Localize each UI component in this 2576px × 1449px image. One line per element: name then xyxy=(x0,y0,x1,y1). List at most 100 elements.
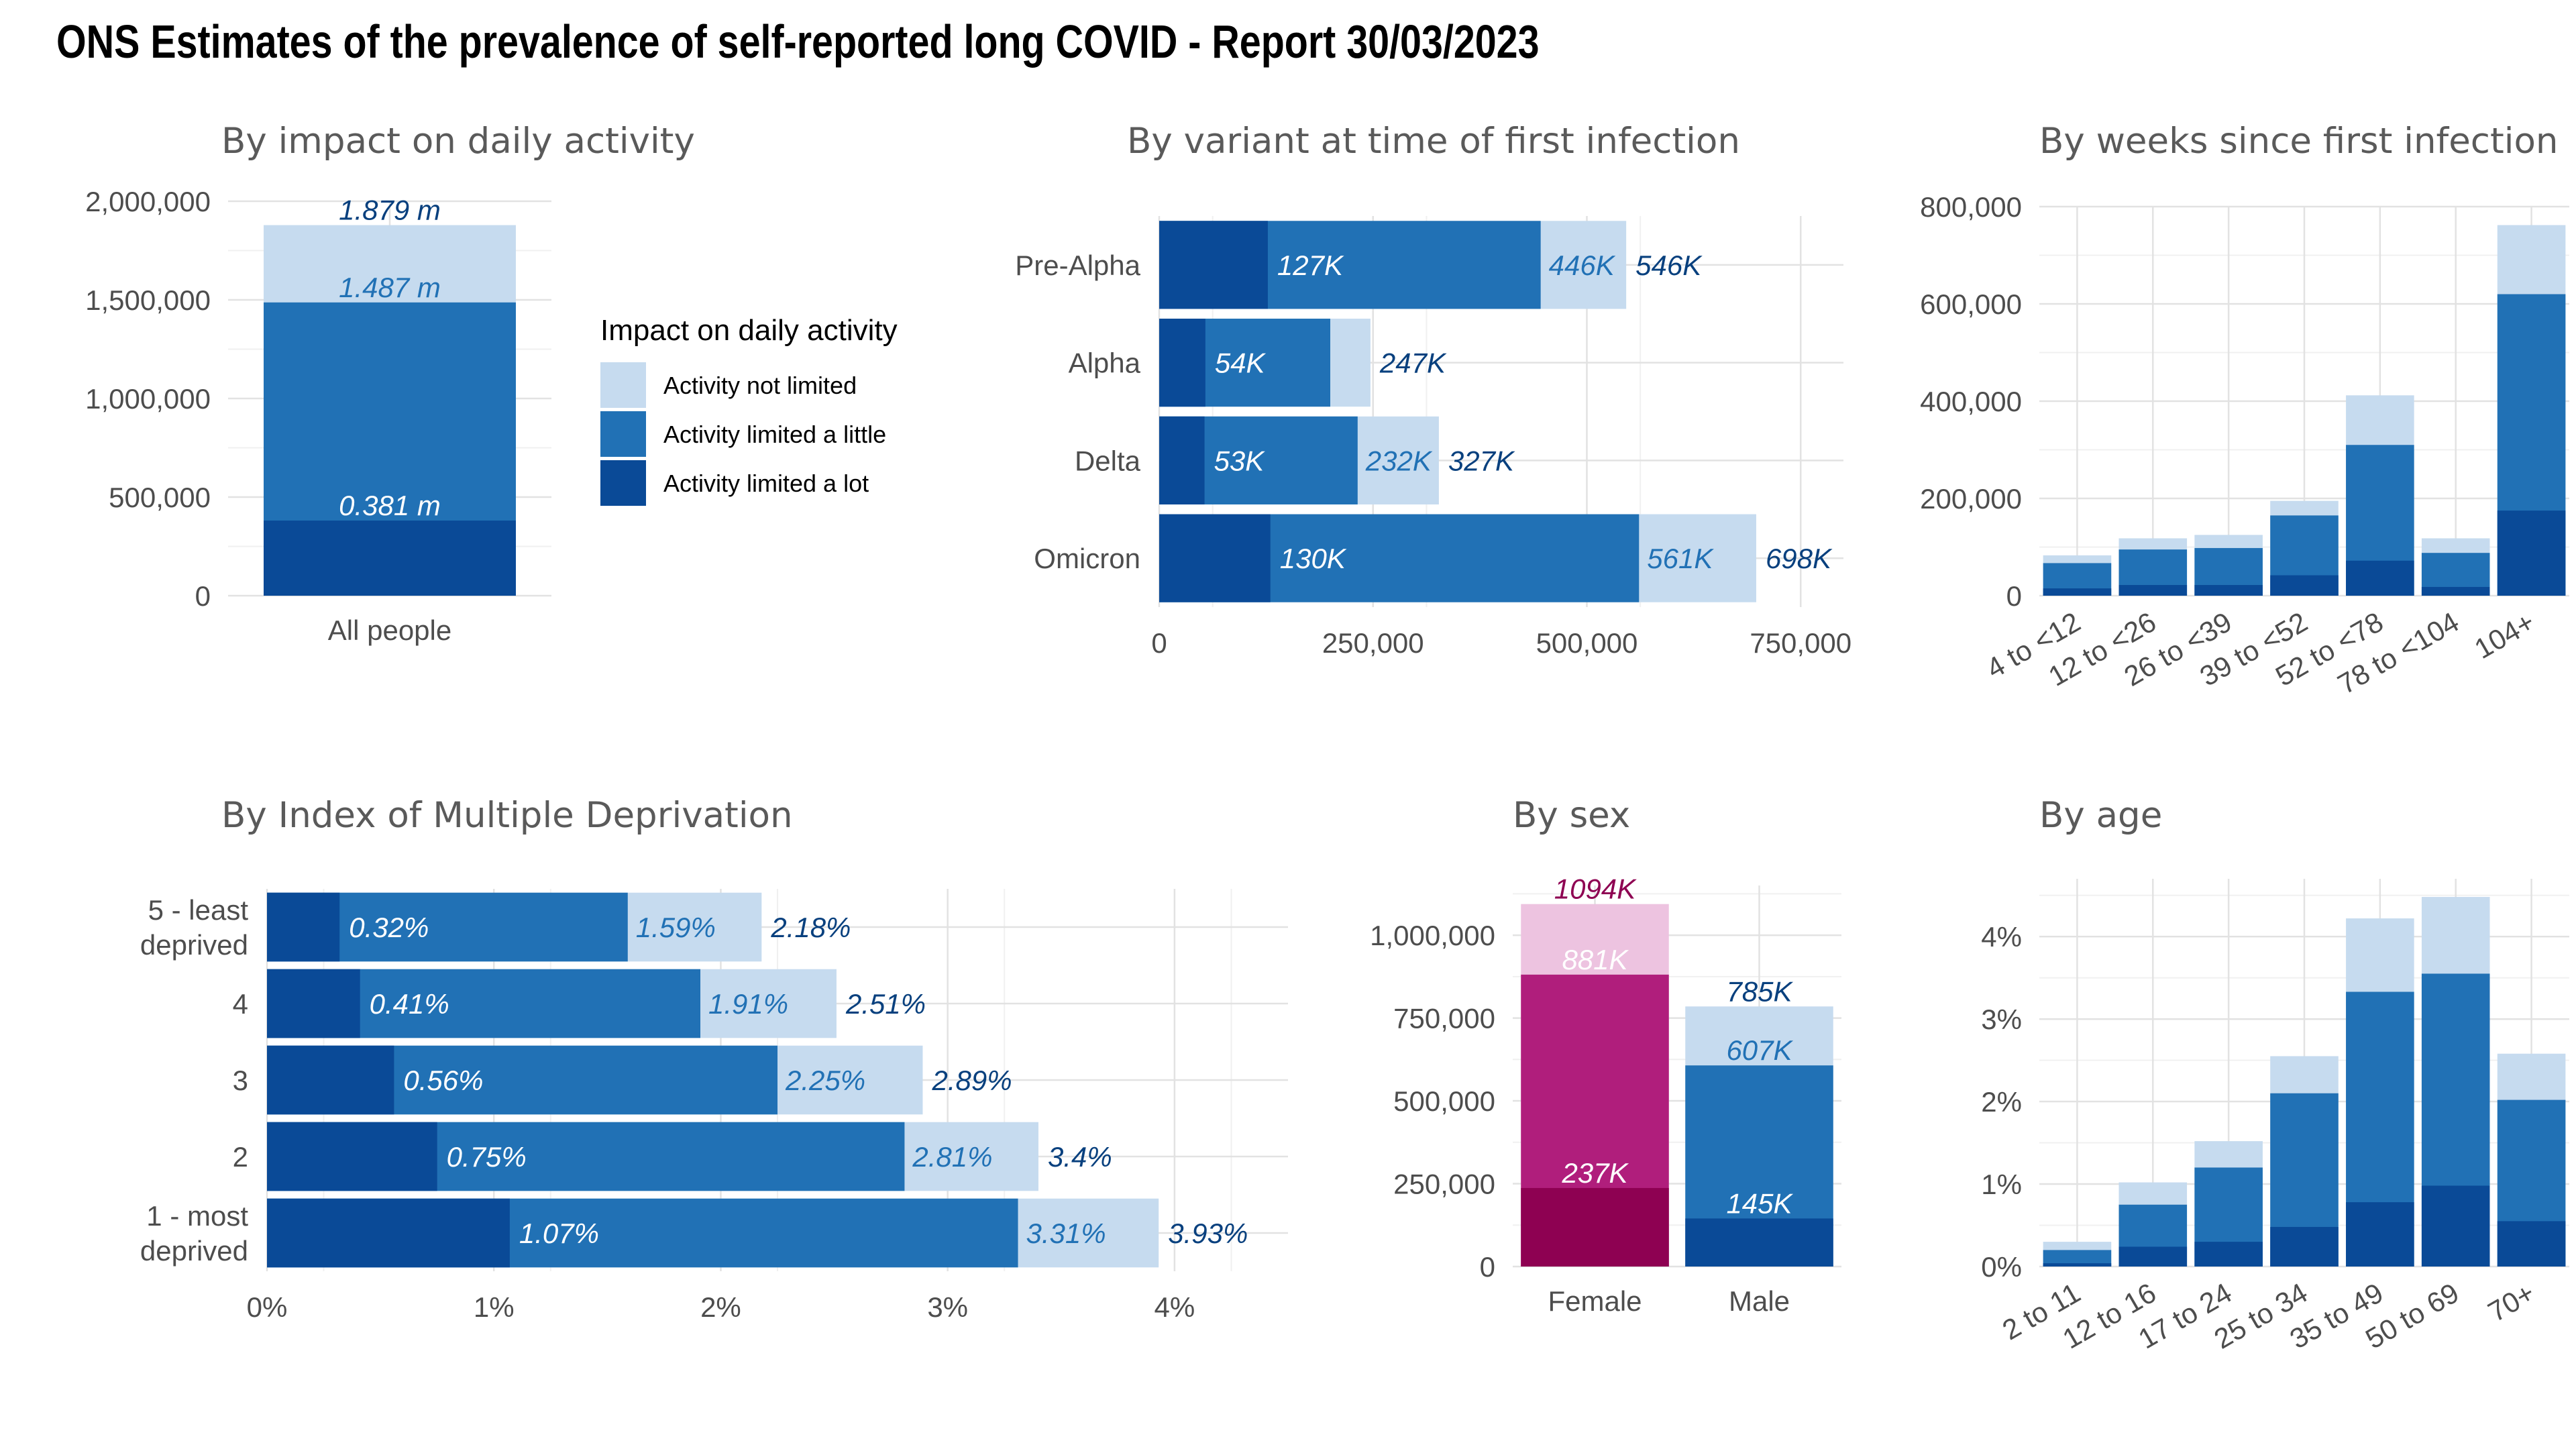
weeks-y-tick-label: 200,000 xyxy=(1920,483,2022,515)
variant-y-tick-label: Delta xyxy=(1075,445,1141,476)
imd-y-tick-label: deprived xyxy=(140,929,248,961)
imd-bar xyxy=(267,892,340,962)
impact-data-label: 1.487 m xyxy=(339,272,441,303)
imd-x-tick-label: 4% xyxy=(1155,1291,1195,1323)
variant-data-label: 698K xyxy=(1766,543,1833,574)
imd-data-label: 3.4% xyxy=(1048,1141,1112,1173)
legend-key xyxy=(600,362,646,408)
imd-y-tick-label: 3 xyxy=(233,1065,248,1096)
variant-bar xyxy=(1159,416,1205,504)
variant-x-tick-label: 500,000 xyxy=(1536,627,1638,659)
age-y-tick-label: 0% xyxy=(1981,1251,2022,1283)
panel-title-imd: By Index of Multiple Deprivation xyxy=(221,795,793,836)
variant-data-label: 53K xyxy=(1214,445,1266,476)
imd-x-tick-label: 2% xyxy=(700,1291,741,1323)
legend-key xyxy=(600,460,646,506)
sex-data-label: 607K xyxy=(1726,1034,1793,1066)
weeks-y-tick-label: 400,000 xyxy=(1920,386,2022,417)
variant-x-tick-label: 750,000 xyxy=(1750,627,1851,659)
legend-label: Activity not limited xyxy=(663,372,857,399)
weeks-bar xyxy=(2497,511,2566,596)
panel-title-weeks: By weeks since first infection xyxy=(2039,121,2559,162)
panel-title-impact: By impact on daily activity xyxy=(221,121,695,162)
weeks-bar xyxy=(2421,586,2490,596)
imd-data-label: 0.75% xyxy=(447,1141,527,1173)
imd-x-tick-label: 3% xyxy=(927,1291,968,1323)
variant-data-label: 232K xyxy=(1365,445,1433,476)
variant-data-label: 130K xyxy=(1280,543,1347,574)
impact-data-label: 0.381 m xyxy=(339,490,441,521)
age-y-tick-label: 3% xyxy=(1981,1004,2022,1035)
variant-bar xyxy=(1159,319,1205,407)
age-y-tick-label: 1% xyxy=(1981,1169,2022,1200)
sex-data-label: 881K xyxy=(1562,944,1629,975)
imd-data-label: 2.18% xyxy=(770,912,851,943)
impact-x-tick-label: All people xyxy=(328,614,451,646)
sex-data-label: 145K xyxy=(1726,1187,1793,1219)
imd-bar xyxy=(267,1122,437,1191)
weeks-bar xyxy=(2346,560,2414,596)
age-bar xyxy=(2043,1263,2112,1267)
panel-title-variant: By variant at time of first infection xyxy=(1127,121,1740,162)
impact-y-tick-label: 0 xyxy=(195,580,211,612)
imd-data-label: 3.31% xyxy=(1026,1218,1106,1249)
legend-label: Activity limited a lot xyxy=(663,470,869,497)
age-bar xyxy=(2118,1246,2188,1267)
main-title: ONS Estimates of the prevalence of self-… xyxy=(56,15,1540,68)
imd-y-tick-label: 4 xyxy=(233,988,248,1020)
imd-data-label: 1.91% xyxy=(708,988,788,1020)
imd-data-label: 1.07% xyxy=(519,1218,599,1249)
sex-data-label: 785K xyxy=(1726,975,1793,1007)
age-y-tick-label: 4% xyxy=(1981,921,2022,953)
sex-data-label: 1094K xyxy=(1554,873,1637,905)
age-bar xyxy=(2497,1221,2566,1267)
panel-title-age: By age xyxy=(2039,795,2163,836)
impact-y-tick-label: 500,000 xyxy=(109,482,211,513)
weeks-x-tick-label: 104+ xyxy=(2469,606,2540,665)
weeks-bar xyxy=(2043,588,2112,596)
imd-x-tick-label: 0% xyxy=(247,1291,288,1323)
imd-bar xyxy=(267,969,360,1038)
variant-data-label: 546K xyxy=(1635,250,1703,281)
impact-y-tick-label: 2,000,000 xyxy=(85,186,211,217)
age-bar xyxy=(2421,1185,2490,1267)
sex-y-tick-label: 1,000,000 xyxy=(1370,920,1495,951)
weeks-bar xyxy=(2270,575,2339,596)
impact-bar xyxy=(264,520,516,596)
imd-data-label: 2.89% xyxy=(931,1065,1012,1096)
panel-title-sex: By sex xyxy=(1513,795,1631,836)
sex-data-label: 237K xyxy=(1561,1157,1629,1189)
imd-y-tick-label: 1 - most xyxy=(146,1200,248,1232)
variant-x-tick-label: 250,000 xyxy=(1322,627,1424,659)
variant-data-label: 446K xyxy=(1549,250,1616,281)
impact-y-tick-label: 1,000,000 xyxy=(85,383,211,415)
legend-title: Impact on daily activity xyxy=(600,314,898,347)
imd-data-label: 2.81% xyxy=(912,1141,992,1173)
impact-y-tick-label: 1,500,000 xyxy=(85,284,211,316)
legend-label: Activity limited a little xyxy=(663,421,886,448)
variant-bar xyxy=(1159,514,1271,602)
variant-data-label: 127K xyxy=(1277,250,1344,281)
imd-data-label: 3.93% xyxy=(1168,1218,1248,1249)
sex-x-tick-label: Female xyxy=(1548,1285,1642,1317)
imd-data-label: 0.32% xyxy=(349,912,429,943)
imd-y-tick-label: deprived xyxy=(140,1235,248,1267)
age-x-tick-label: 70+ xyxy=(2483,1277,2540,1328)
sex-y-tick-label: 750,000 xyxy=(1393,1003,1495,1034)
age-bar xyxy=(2346,1202,2414,1267)
variant-y-tick-label: Pre-Alpha xyxy=(1015,250,1140,281)
variant-x-tick-label: 0 xyxy=(1151,627,1167,659)
variant-data-label: 247K xyxy=(1379,347,1447,379)
imd-bar xyxy=(267,1198,510,1268)
imd-y-tick-label: 5 - least xyxy=(148,894,249,926)
variant-data-label: 54K xyxy=(1215,347,1267,379)
imd-data-label: 2.51% xyxy=(845,988,926,1020)
weeks-y-tick-label: 800,000 xyxy=(1920,191,2022,223)
age-bar xyxy=(2270,1226,2339,1267)
age-y-tick-label: 2% xyxy=(1981,1086,2022,1118)
imd-data-label: 1.59% xyxy=(636,912,716,943)
imd-data-label: 0.56% xyxy=(403,1065,483,1096)
imd-bar xyxy=(267,1045,394,1115)
weeks-y-tick-label: 0 xyxy=(2006,580,2022,612)
